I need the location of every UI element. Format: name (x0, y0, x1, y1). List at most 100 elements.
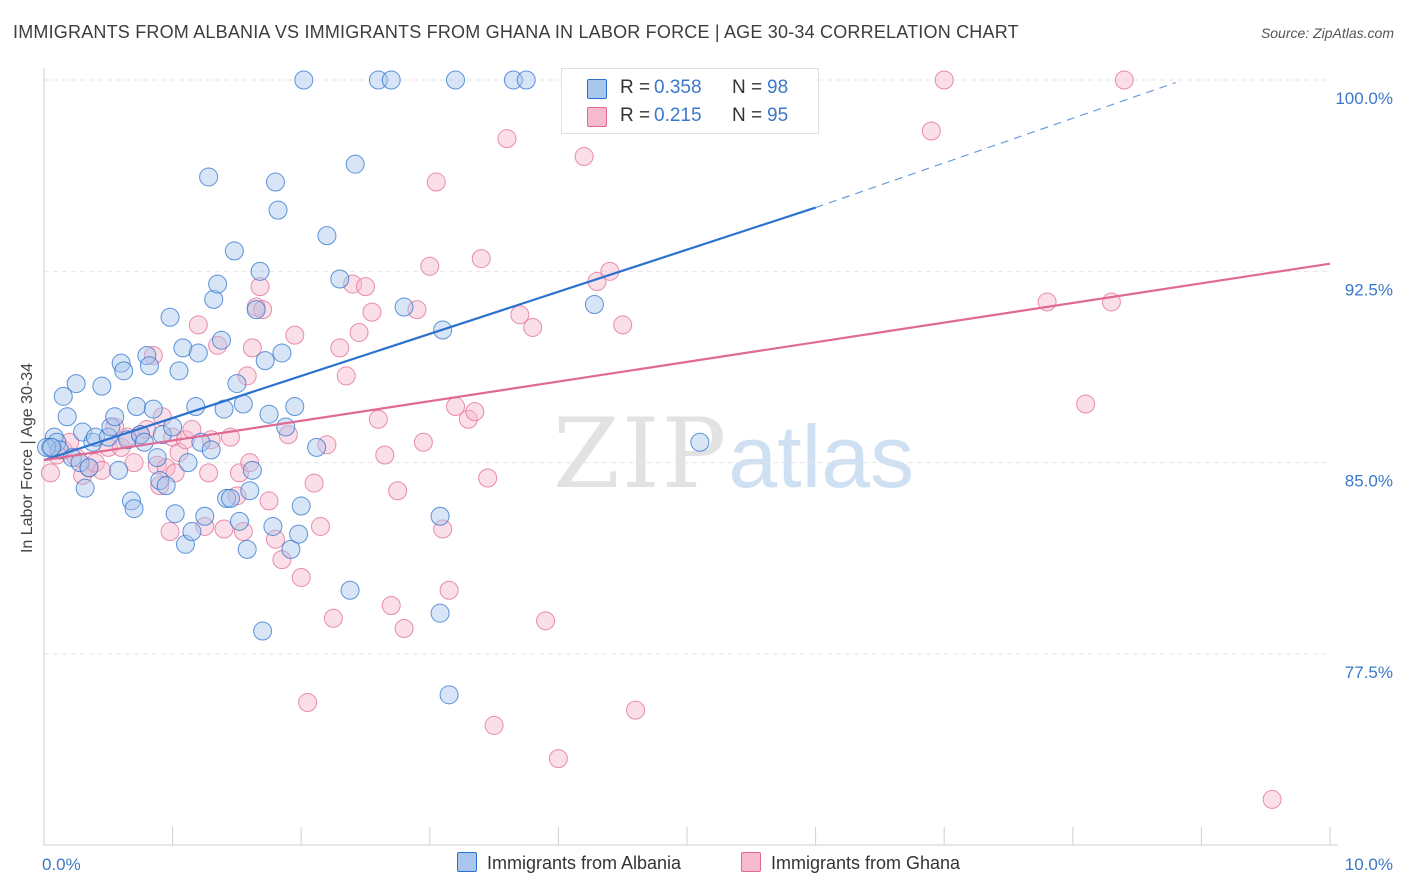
ghana-point (73, 465, 93, 485)
albania-point (317, 226, 337, 246)
albania-point (188, 343, 208, 363)
ghana-point (356, 277, 375, 297)
albania-point (124, 499, 144, 519)
ghana-point (250, 277, 270, 297)
legend-r-value: 0.358 (654, 77, 702, 98)
legend-item-albania: Immigrants from Albania (457, 852, 681, 874)
ghana-point (40, 463, 60, 483)
albania-point (394, 297, 414, 317)
albania-point (79, 458, 99, 478)
trend-lines (43, 81, 1331, 462)
albania-point (307, 437, 327, 457)
ghana-point (368, 409, 388, 429)
albania-point (147, 448, 167, 468)
ghana-point (921, 121, 941, 141)
ghana-point (242, 338, 262, 358)
stats-legend: R = 0.358 N = 98 R = 0.215 N = 95 (561, 68, 819, 134)
ghana-trend-line (43, 262, 1331, 462)
legend-n-value: 95 (767, 105, 789, 126)
albania-point (47, 432, 67, 452)
ghana-points (40, 70, 1282, 809)
albania-point (160, 307, 180, 327)
albania-point (259, 404, 279, 424)
albania-point (204, 289, 224, 309)
albania-point (237, 539, 257, 559)
ghana-point (237, 366, 257, 386)
albania-point (291, 496, 311, 516)
ghana-point (465, 402, 485, 422)
legend-n-value: 98 (767, 77, 789, 98)
albania-point (242, 460, 262, 480)
ghana-point (150, 476, 170, 496)
ghana-point (484, 715, 504, 735)
albania-point (345, 154, 365, 174)
albania-point (156, 476, 176, 496)
ghana-swatch-icon (587, 107, 607, 127)
albania-point (220, 488, 240, 508)
ghana-point (253, 300, 273, 320)
albania-point (430, 506, 450, 526)
ghana-point (85, 453, 105, 473)
albania-point (195, 506, 215, 526)
albania-point (111, 353, 131, 373)
albania-point (139, 356, 159, 376)
ghana-point (413, 432, 433, 452)
albania-point (175, 534, 195, 554)
legend-row-ghana: R = 0.215 N = 95 (562, 101, 818, 129)
ghana-point (143, 346, 163, 366)
ghana-point (349, 323, 369, 343)
x-tick-label: 10.0% (1345, 855, 1393, 874)
albania-point (105, 407, 125, 427)
albania-point (446, 70, 466, 90)
ghana-point (381, 596, 401, 616)
albania-point (42, 437, 62, 457)
ghana-point (330, 338, 350, 358)
ghana-point (626, 700, 646, 720)
ghana-point (1076, 394, 1096, 414)
albania-point (240, 481, 260, 501)
y-tick-label: 85.0% (1345, 472, 1393, 491)
ghana-point (439, 580, 459, 600)
albania-point (178, 453, 198, 473)
albania-point (253, 621, 273, 641)
ghana-point (934, 70, 954, 90)
ghana-point (362, 302, 382, 322)
ghana-point (523, 317, 543, 337)
ghana-point (536, 611, 556, 631)
albania-point (173, 338, 193, 358)
albania-point (263, 516, 283, 536)
albania-point (281, 539, 301, 559)
albania-point (265, 172, 285, 192)
albania-point (37, 437, 57, 457)
ghana-point (497, 129, 517, 149)
ghana-point (1262, 789, 1282, 809)
legend-label-ghana: Immigrants from Ghana (771, 853, 961, 873)
ghana-point (510, 305, 530, 325)
ghana-point (336, 366, 356, 386)
albania-trend-extension (815, 81, 1176, 209)
grid (44, 79, 1330, 655)
ghana-point (285, 325, 305, 345)
albania-point (381, 70, 401, 90)
albania-point (584, 294, 604, 314)
ghana-point (240, 453, 260, 473)
ghana-point (310, 516, 330, 536)
albania-point (150, 471, 170, 491)
ghana-point (265, 529, 285, 549)
ghana-point (574, 147, 594, 167)
albania-point (516, 70, 536, 90)
ghana-point (124, 453, 144, 473)
ghana-point (613, 315, 633, 335)
ghana-point (394, 618, 414, 638)
albania-point (289, 524, 309, 544)
albania-point (109, 460, 129, 480)
source-label: Source: ZipAtlas.com (1260, 25, 1394, 41)
ghana-swatch-icon (741, 852, 761, 872)
albania-point (268, 200, 288, 220)
ghana-point (233, 522, 253, 542)
albania-point (246, 300, 266, 320)
y-tick-label: 100.0% (1335, 89, 1393, 108)
albania-point (224, 241, 244, 261)
albania-point (690, 432, 710, 452)
